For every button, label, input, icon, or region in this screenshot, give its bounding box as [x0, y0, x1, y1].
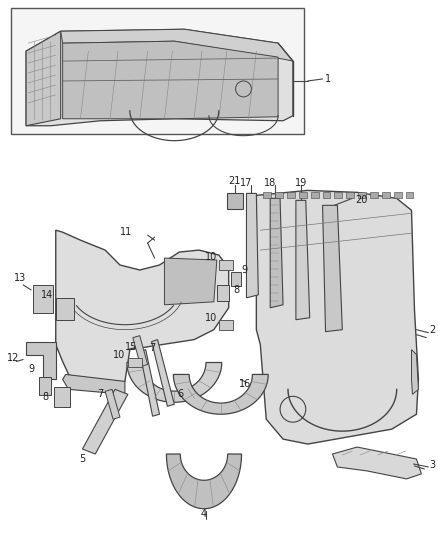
Bar: [370, 192, 378, 198]
Bar: [287, 192, 295, 198]
Text: 16: 16: [239, 379, 251, 390]
Polygon shape: [133, 336, 148, 367]
Text: 4: 4: [201, 508, 207, 519]
Text: 15: 15: [125, 342, 138, 352]
Polygon shape: [332, 447, 421, 479]
Text: 20: 20: [355, 196, 367, 205]
Bar: [275, 192, 283, 198]
Text: 9: 9: [28, 365, 34, 375]
Bar: [219, 320, 233, 330]
Text: 13: 13: [14, 273, 26, 283]
Bar: [346, 192, 354, 198]
Polygon shape: [140, 350, 159, 416]
Text: 7: 7: [97, 389, 103, 399]
Polygon shape: [296, 200, 310, 320]
Text: 17: 17: [240, 179, 253, 188]
Polygon shape: [26, 342, 56, 379]
Polygon shape: [56, 230, 229, 387]
Polygon shape: [322, 205, 343, 332]
Polygon shape: [26, 29, 293, 126]
Bar: [54, 387, 70, 407]
Text: 12: 12: [7, 352, 19, 362]
Polygon shape: [63, 41, 278, 119]
Bar: [33, 285, 53, 313]
Text: 21: 21: [229, 176, 241, 187]
Bar: [335, 192, 343, 198]
Bar: [231, 272, 240, 286]
Text: 18: 18: [264, 179, 276, 188]
Text: 10: 10: [205, 252, 217, 262]
Bar: [227, 193, 243, 209]
Text: 8: 8: [233, 285, 240, 295]
Polygon shape: [256, 190, 418, 444]
Text: 11: 11: [120, 227, 132, 237]
Bar: [39, 377, 51, 395]
Bar: [263, 192, 271, 198]
Polygon shape: [105, 389, 120, 419]
Text: 1: 1: [325, 74, 331, 84]
Polygon shape: [166, 454, 241, 508]
Polygon shape: [61, 29, 293, 61]
Bar: [11, 9, 304, 134]
Text: 5: 5: [79, 454, 85, 464]
Bar: [299, 192, 307, 198]
Polygon shape: [247, 193, 258, 298]
Bar: [311, 192, 318, 198]
Text: 19: 19: [295, 179, 307, 188]
Bar: [382, 192, 390, 198]
Bar: [406, 192, 413, 198]
Polygon shape: [412, 350, 418, 394]
Text: 9: 9: [241, 265, 247, 275]
Bar: [217, 285, 229, 301]
Polygon shape: [152, 340, 174, 406]
Polygon shape: [270, 198, 283, 308]
Text: 3: 3: [429, 460, 435, 470]
Polygon shape: [82, 389, 128, 454]
Bar: [394, 192, 402, 198]
Bar: [56, 298, 74, 320]
Polygon shape: [63, 375, 125, 394]
Text: 10: 10: [113, 350, 125, 360]
Polygon shape: [127, 362, 222, 402]
Polygon shape: [164, 258, 217, 305]
Polygon shape: [173, 375, 268, 414]
Text: 10: 10: [205, 313, 217, 323]
Bar: [128, 358, 142, 367]
Text: 7: 7: [150, 343, 156, 352]
Bar: [322, 192, 331, 198]
Text: 14: 14: [41, 290, 53, 300]
Text: 8: 8: [42, 392, 49, 402]
Text: 6: 6: [177, 389, 184, 399]
Bar: [219, 260, 233, 270]
Text: 2: 2: [429, 325, 435, 335]
Bar: [358, 192, 366, 198]
Polygon shape: [26, 31, 61, 126]
